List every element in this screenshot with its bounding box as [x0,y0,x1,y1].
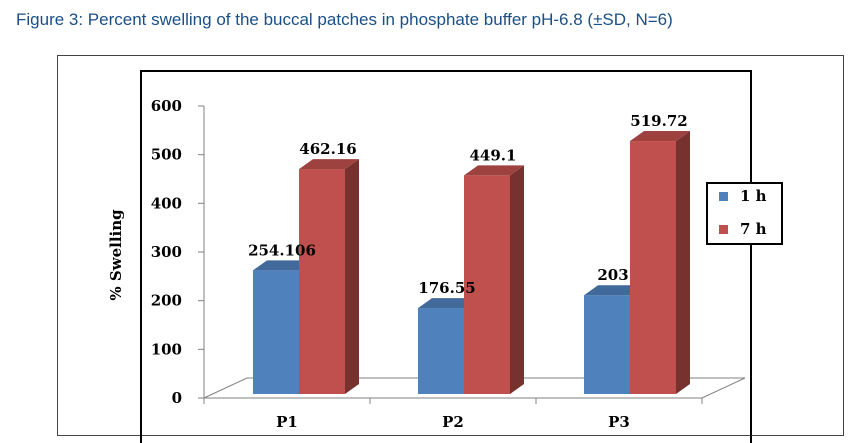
plot-area-border [140,70,752,443]
data-label: 203 [597,266,628,284]
bar-p1-7h [299,159,359,394]
legend-swatch-1h [719,192,728,201]
data-label: 519.72 [630,112,687,130]
x-tick-label: P3 [608,413,630,431]
x-tick-label: P1 [276,413,298,431]
y-tick-label: 600 [151,97,182,115]
y-axis-title: % Swelling [107,209,125,301]
y-tick-label: 300 [151,243,182,261]
y-tick-label: 400 [151,194,182,212]
data-label: 462.16 [299,140,356,158]
legend: 1 h 7 h [706,182,783,245]
y-tick-label: 0 [172,389,182,407]
data-label: 176.55 [418,279,475,297]
chart-outer-frame [57,55,844,436]
bar-p2-7h [464,165,524,394]
y-tick-label: 500 [151,146,182,164]
bar-p3-7h [630,131,690,394]
x-tick-label: P2 [442,413,464,431]
legend-swatch-7h [719,225,728,234]
legend-label-1h: 1 h [740,187,767,205]
legend-label-7h: 7 h [740,220,767,238]
figure-caption: Figure 3: Percent swelling of the buccal… [16,10,673,29]
y-tick-label: 200 [151,292,182,310]
data-label: 254.106 [248,241,316,259]
y-tick-label: 100 [151,340,182,358]
data-label: 449.1 [470,146,517,164]
